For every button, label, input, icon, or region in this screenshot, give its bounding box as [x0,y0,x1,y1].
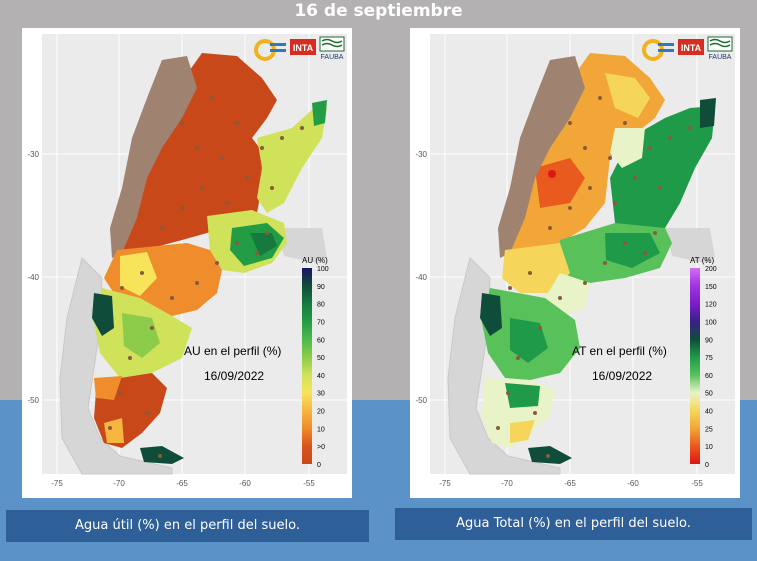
au-map-title: AU en el perfil (%) [184,344,281,358]
at-legend-colorbar [690,268,700,464]
au-ytick-label: -30 [27,150,39,159]
au-ytick-label: -50 [27,396,39,405]
au-map-panel: -30 -40 -50 -75 -70 -65 -60 -55 INTA FAU… [22,28,352,498]
au-dry-region [114,53,277,250]
au-legend-label: 70 [317,319,325,326]
au-legend-label: 90 [317,284,325,291]
au-map-figure: -30 -40 -50 -75 -70 -65 -60 -55 INTA FAU… [22,28,352,498]
au-legend-label: 80 [317,302,325,309]
at-legend-label: 100 [705,319,717,326]
at-legend-label: 60 [705,373,713,380]
at-xtick-label: -60 [627,479,639,488]
au-legend-label: >0 [317,444,325,451]
au-xtick-label: -75 [51,479,63,488]
au-map-date: 16/09/2022 [204,369,264,383]
at-map-panel: -30 -40 -50 -75 -70 -65 -60 -55 INTA FAU… [410,28,740,498]
at-legend-label: 0 [705,462,709,469]
at-ytick-label: -50 [415,396,427,405]
at-central-belt [502,243,570,293]
au-legend-title: AU (%) [302,256,328,265]
at-legend-label: 50 [705,391,713,398]
at-inta-logo [678,39,704,55]
at-xtick-label: -75 [439,479,451,488]
at-tierra-del-fuego [528,446,572,464]
au-legend-label: 100 [317,266,329,273]
at-uruguay-outline [665,228,715,263]
au-ytick-label: -40 [27,273,39,282]
at-xtick-label: -55 [691,479,703,488]
at-ytick-label: -30 [415,150,427,159]
at-map-figure: -30 -40 -50 -75 -70 -65 -60 -55 INTA FAU… [410,28,740,498]
at-caption: Agua Total (%) en el perfil del suelo. [395,508,752,540]
at-andes-region [498,56,585,258]
at-legend-label: 25 [705,426,713,433]
au-legend-label: 20 [317,409,325,416]
au-legend-label: 60 [317,337,325,344]
au-legend-label: 10 [317,426,325,433]
au-inta-logo-text: INTA [293,43,314,53]
au-legend-label: 30 [317,391,325,398]
at-map-date: 16/09/2022 [592,369,652,383]
at-legend-label: 200 [705,266,717,273]
au-legend-label: 50 [317,355,325,362]
au-caption: Agua útil (%) en el perfil del suelo. [6,510,369,542]
au-inta-logo [290,39,316,55]
au-uruguay-outline [277,228,327,263]
au-andes-region [110,56,197,258]
au-xtick-label: -55 [303,479,315,488]
at-legend-label: 150 [705,284,717,291]
at-legend-label: 40 [705,409,713,416]
page-title: 16 de septiembre [294,1,463,21]
at-ytick-label: -40 [415,273,427,282]
at-fauba-logo [707,36,733,52]
au-fauba-logo [319,36,345,52]
au-tierra-del-fuego [140,446,184,464]
au-xtick-label: -60 [239,479,251,488]
au-legend-label: 0 [317,462,321,469]
at-legend-label: 90 [705,337,713,344]
at-legend-label: 10 [705,444,713,451]
at-xtick-label: -70 [501,479,513,488]
au-legend-label: 40 [317,373,325,380]
au-xtick-label: -70 [113,479,125,488]
at-legend-label: 120 [705,302,717,309]
at-fauba-logo-text: FAUBA [709,54,732,61]
at-legend-label: 75 [705,355,713,362]
au-fauba-logo-text: FAUBA [321,54,344,61]
au-legend: AU (%) 100 90 80 70 60 50 40 30 20 10 >0 0 [302,256,329,469]
at-inta-logo-text: INTA [681,43,702,53]
au-ne-region [257,108,327,213]
at-logo-group: INTA FAUBA [642,36,733,61]
at-map-title: AT en el perfil (%) [572,344,667,358]
at-legend-title: AT (%) [690,256,714,265]
at-xtick-label: -65 [564,479,576,488]
au-legend-colorbar [302,268,312,464]
au-xtick-label: -65 [176,479,188,488]
au-logo-group: INTA FAUBA [254,36,345,61]
